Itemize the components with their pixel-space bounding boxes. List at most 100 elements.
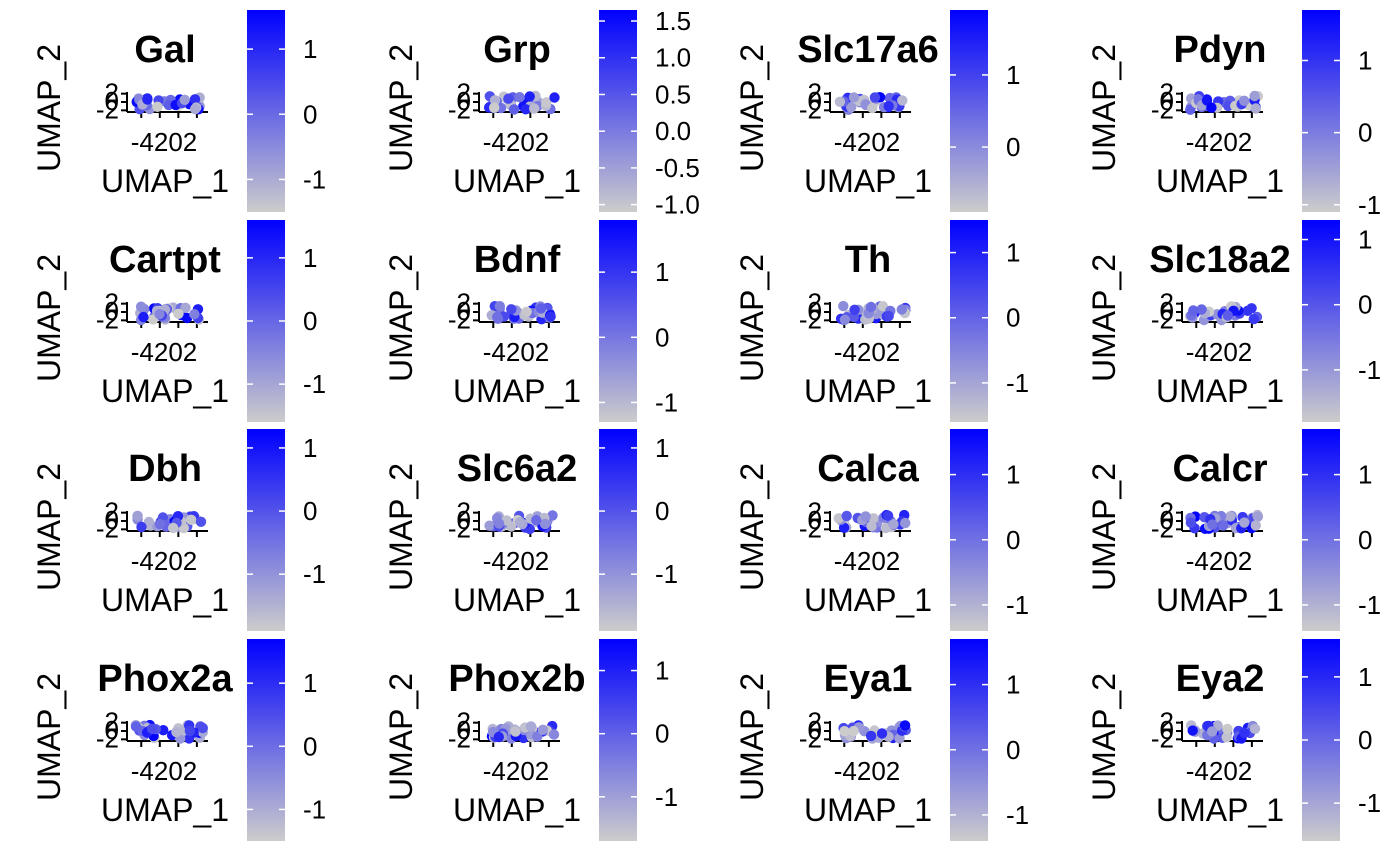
y-axis-label: UMAP_2 [734,254,770,382]
data-point [869,92,881,103]
plot-title: Th [845,239,891,281]
colorbar-tick-label: -0.5 [655,153,700,183]
data-point [1207,519,1218,530]
data-point [1242,305,1253,316]
colorbar-tick-label: 1 [1006,238,1020,268]
colorbar-tick-label: 1 [1006,60,1020,90]
colorbar-tick-label: 0 [303,496,317,526]
x-axis-label: UMAP_1 [1156,373,1284,409]
data-point [146,723,158,734]
point-cloud [1185,90,1264,115]
colorbar-tick-label: -1 [303,164,326,194]
data-point [510,726,521,737]
y-tick-label: -2 [799,304,822,334]
colorbar [950,639,988,841]
data-point [525,721,537,732]
colorbar-tick-label: 1.5 [655,6,691,36]
x-axis-label: UMAP_1 [1156,582,1284,618]
data-point [841,510,852,522]
data-point [547,510,558,521]
x-tick-labels: -4202 [834,756,901,786]
data-point [136,521,147,533]
y-tick-label: 2 [1160,288,1174,318]
y-axis-label: UMAP_2 [31,254,67,382]
y-tick-label: 0 [1160,505,1174,535]
colorbar-tick-label: 0 [303,731,317,761]
data-point [189,103,201,115]
y-tick-label: 2 [105,78,119,108]
plot-title: Slc17a6 [797,29,939,71]
plot-title: Eya1 [824,658,913,700]
x-tick-labels: -4202 [131,127,198,157]
data-point [838,522,850,533]
data-point [535,303,547,314]
plot-title: Slc18a2 [1149,239,1291,281]
data-point [876,728,888,739]
data-point [1239,95,1250,107]
plot-title: Phox2b [448,658,585,700]
data-point [1250,520,1261,531]
colorbar-tick-label: -1 [1006,368,1029,398]
y-tick-label: 0 [105,715,119,745]
data-point [1222,310,1233,321]
data-point [868,513,879,524]
colorbar-tick-label: 0 [303,306,317,336]
data-point [493,731,504,743]
data-point [839,314,851,325]
data-point [865,730,877,742]
y-tick-label: 0 [105,505,119,535]
y-tick-label: 2 [1160,497,1174,527]
data-point [521,306,532,317]
y-tick-label: -2 [1151,304,1174,334]
y-tick-label: 0 [457,296,471,326]
colorbar-tick-label: -1 [655,782,678,812]
colorbar-tick-label: 1 [303,433,317,463]
data-point [1222,723,1233,735]
data-point [537,724,549,735]
colorbar-tick-label: 0 [655,496,669,526]
feature-panel-phox2b: Phox2b UMAP_2 UMAP_1 -4202 -2 0 2 1 0 -1 [352,634,689,842]
colorbar [247,429,285,631]
x-axis-label: UMAP_1 [804,163,932,199]
data-point [186,514,197,525]
data-point [1206,102,1217,113]
point-cloud [131,92,205,115]
x-tick-labels: -4202 [1186,127,1253,157]
colorbar [1302,429,1340,631]
y-tick-label: 0 [457,715,471,745]
data-point [514,517,526,528]
colorbar-tick-label: 0 [1006,525,1020,555]
data-point [130,721,142,732]
data-point [838,300,849,312]
feature-panel-grp: Grp UMAP_2 UMAP_1 -4202 -2 0 2 1.5 1.0 0.5 0.0 -0.5… [352,5,700,220]
data-point [180,302,191,313]
point-cloud [135,301,205,326]
y-axis-label: UMAP_2 [383,254,419,382]
data-point [154,309,165,320]
data-point [539,518,551,530]
colorbar-tick-label: 1 [303,668,317,698]
colorbar-tick-label: -1 [1358,590,1381,620]
data-point [171,726,182,738]
colorbar-tick-label: 0.5 [655,79,691,109]
x-axis-label: UMAP_1 [453,792,581,828]
point-cloud [833,509,911,534]
colorbar-tick-label: 1 [1358,46,1372,76]
colorbar-tick-label: 0.0 [655,116,691,146]
colorbar [1302,220,1340,422]
y-axis-label: UMAP_2 [734,673,770,801]
data-point [1218,520,1229,531]
point-cloud [130,719,208,744]
data-point [195,516,207,527]
y-tick-label: 0 [1160,296,1174,326]
x-axis-label: UMAP_1 [453,582,581,618]
colorbar-tick-label: 1 [1006,670,1020,700]
y-tick-label: 2 [808,707,822,737]
data-point [492,311,503,323]
data-point [135,301,147,312]
feature-panel-slc17a6: Slc17a6 UMAP_2 UMAP_1 -4202 -2 0 2 1 0 [703,5,1040,213]
colorbar-tick-label: -1 [303,559,326,589]
data-point [1207,726,1218,737]
